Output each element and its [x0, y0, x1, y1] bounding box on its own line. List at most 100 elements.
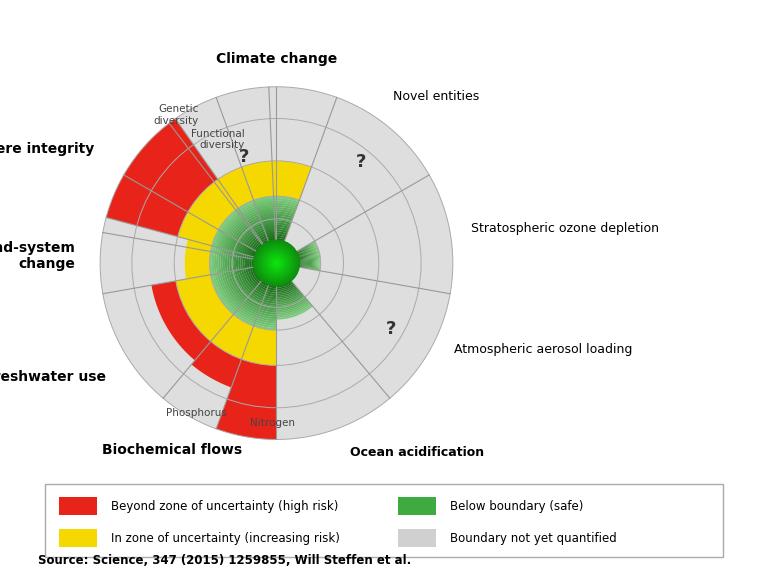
Circle shape [258, 245, 295, 281]
Polygon shape [252, 223, 275, 233]
Polygon shape [267, 236, 286, 240]
Circle shape [269, 256, 284, 271]
Polygon shape [266, 233, 286, 237]
Circle shape [257, 244, 296, 282]
Polygon shape [263, 297, 276, 301]
Polygon shape [246, 237, 260, 256]
Polygon shape [247, 296, 262, 305]
Text: Biochemical flows: Biochemical flows [102, 443, 243, 458]
Polygon shape [314, 241, 320, 271]
Polygon shape [214, 210, 240, 247]
Polygon shape [306, 245, 312, 269]
Text: Atmospheric aerosol loading: Atmospheric aerosol loading [454, 343, 632, 356]
Circle shape [264, 251, 289, 275]
Polygon shape [243, 235, 258, 255]
Polygon shape [312, 242, 319, 271]
Circle shape [275, 261, 278, 265]
Polygon shape [263, 299, 276, 304]
Polygon shape [237, 230, 254, 253]
Polygon shape [276, 296, 305, 308]
Polygon shape [214, 161, 273, 210]
Polygon shape [250, 241, 262, 257]
Polygon shape [236, 196, 273, 212]
Polygon shape [215, 273, 237, 311]
Polygon shape [308, 244, 314, 269]
Polygon shape [252, 243, 263, 257]
Text: Climate change: Climate change [216, 51, 337, 66]
FancyBboxPatch shape [59, 498, 97, 515]
Polygon shape [255, 320, 276, 325]
Polygon shape [259, 233, 275, 241]
Circle shape [271, 258, 282, 268]
Polygon shape [177, 180, 238, 246]
Text: In zone of uncertainty (increasing risk): In zone of uncertainty (increasing risk) [111, 531, 340, 545]
Polygon shape [276, 293, 303, 304]
Polygon shape [254, 198, 299, 204]
Circle shape [260, 247, 293, 279]
Circle shape [260, 247, 293, 280]
Polygon shape [240, 232, 256, 254]
Polygon shape [248, 216, 274, 228]
Polygon shape [262, 301, 276, 306]
Polygon shape [227, 221, 248, 251]
Polygon shape [243, 207, 274, 220]
Polygon shape [276, 300, 309, 313]
Circle shape [100, 87, 453, 439]
Polygon shape [243, 246, 249, 269]
Polygon shape [218, 234, 228, 273]
Polygon shape [264, 295, 276, 299]
Polygon shape [252, 291, 264, 299]
Polygon shape [243, 269, 256, 289]
Polygon shape [259, 309, 276, 315]
Polygon shape [307, 245, 313, 269]
Text: Phosphorus: Phosphorus [166, 408, 227, 418]
Circle shape [276, 263, 277, 264]
Polygon shape [249, 249, 255, 268]
Text: Functional
diversity: Functional diversity [191, 129, 245, 150]
Polygon shape [300, 249, 305, 268]
Polygon shape [259, 283, 268, 289]
Polygon shape [235, 228, 253, 253]
Circle shape [266, 253, 286, 273]
Polygon shape [265, 229, 288, 233]
Polygon shape [276, 303, 310, 316]
Polygon shape [260, 214, 293, 219]
Polygon shape [232, 271, 249, 297]
Polygon shape [302, 248, 306, 268]
FancyBboxPatch shape [398, 530, 436, 547]
Polygon shape [227, 239, 236, 272]
Circle shape [265, 252, 288, 275]
Polygon shape [310, 244, 316, 270]
Polygon shape [276, 288, 299, 298]
Polygon shape [242, 303, 259, 313]
Text: Boundary not yet quantified: Boundary not yet quantified [450, 531, 617, 545]
Polygon shape [276, 297, 306, 309]
Polygon shape [276, 292, 302, 303]
Polygon shape [262, 220, 291, 225]
Polygon shape [250, 220, 275, 231]
Circle shape [274, 261, 279, 265]
Polygon shape [247, 248, 253, 268]
Polygon shape [276, 291, 301, 301]
Text: Nitrogen: Nitrogen [250, 418, 296, 428]
Text: Beyond zone of uncertainty (high risk): Beyond zone of uncertainty (high risk) [111, 499, 339, 513]
Circle shape [253, 240, 300, 286]
Polygon shape [243, 301, 260, 312]
Polygon shape [260, 308, 276, 312]
Circle shape [259, 245, 294, 281]
FancyBboxPatch shape [45, 484, 723, 557]
Polygon shape [301, 248, 306, 268]
Polygon shape [250, 292, 263, 301]
Polygon shape [230, 240, 237, 271]
Polygon shape [228, 271, 247, 301]
Polygon shape [260, 305, 276, 310]
Polygon shape [247, 214, 274, 226]
Polygon shape [233, 227, 252, 252]
Polygon shape [241, 161, 312, 200]
Polygon shape [240, 203, 274, 217]
Polygon shape [268, 285, 276, 288]
FancyBboxPatch shape [59, 530, 97, 547]
Polygon shape [297, 251, 302, 268]
Circle shape [272, 259, 281, 268]
Circle shape [270, 257, 283, 269]
